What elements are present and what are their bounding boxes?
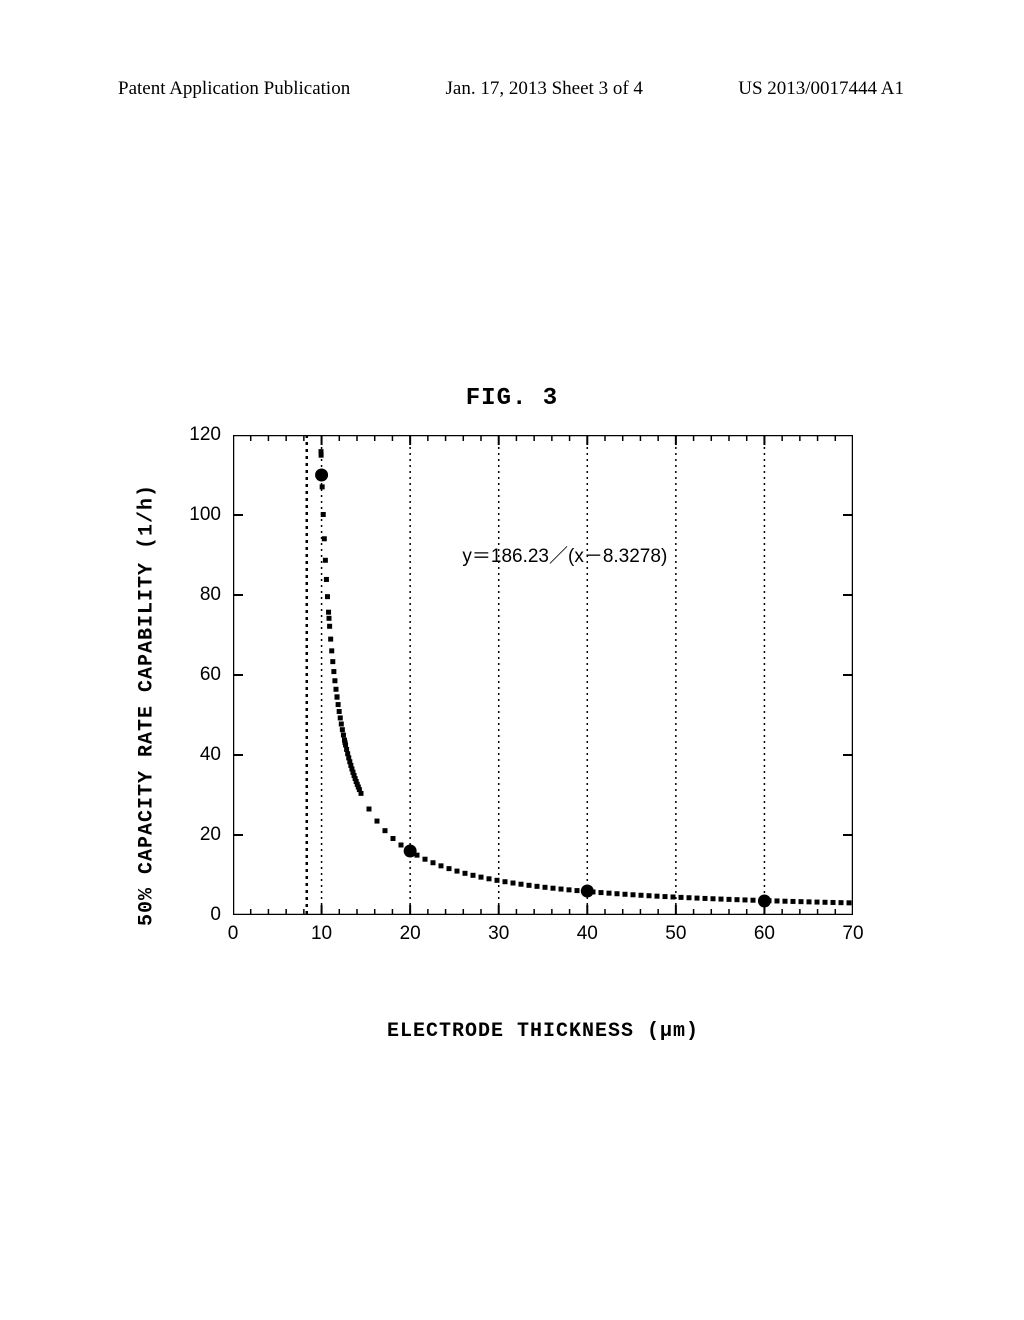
xtick-label: 20 [400, 923, 421, 945]
chart-container: 50% CAPACITY RATE CAPABILITY (1/h) y＝186… [155, 425, 875, 985]
figure-title: FIG. 3 [0, 385, 1024, 412]
equation-label: y＝186.23／(x－8.3278) [462, 541, 667, 568]
plot-area: y＝186.23／(x－8.3278) 020406080100120 0102… [233, 435, 853, 915]
ytick-label: 40 [200, 744, 221, 766]
xtick-label: 50 [665, 923, 686, 945]
ytick-label: 60 [200, 664, 221, 686]
ytick-label: 100 [189, 504, 221, 526]
ytick-label: 80 [200, 584, 221, 606]
xtick-label: 60 [754, 923, 775, 945]
y-axis-label: 50% CAPACITY RATE CAPABILITY (1/h) [136, 484, 159, 926]
header-left: Patent Application Publication [118, 78, 350, 100]
xtick-label: 30 [488, 923, 509, 945]
ytick-label: 0 [210, 904, 221, 926]
chart-svg [233, 435, 853, 915]
xtick-label: 10 [311, 923, 332, 945]
ytick-label: 20 [200, 824, 221, 846]
xtick-label: 40 [577, 923, 598, 945]
ytick-label: 120 [189, 424, 221, 446]
header-mid: Jan. 17, 2013 Sheet 3 of 4 [446, 78, 643, 100]
x-axis-label: ELECTRODE THICKNESS (µm) [387, 1020, 699, 1043]
header-right: US 2013/0017444 A1 [738, 78, 904, 100]
xtick-label: 0 [228, 923, 239, 945]
xtick-label: 70 [842, 923, 863, 945]
